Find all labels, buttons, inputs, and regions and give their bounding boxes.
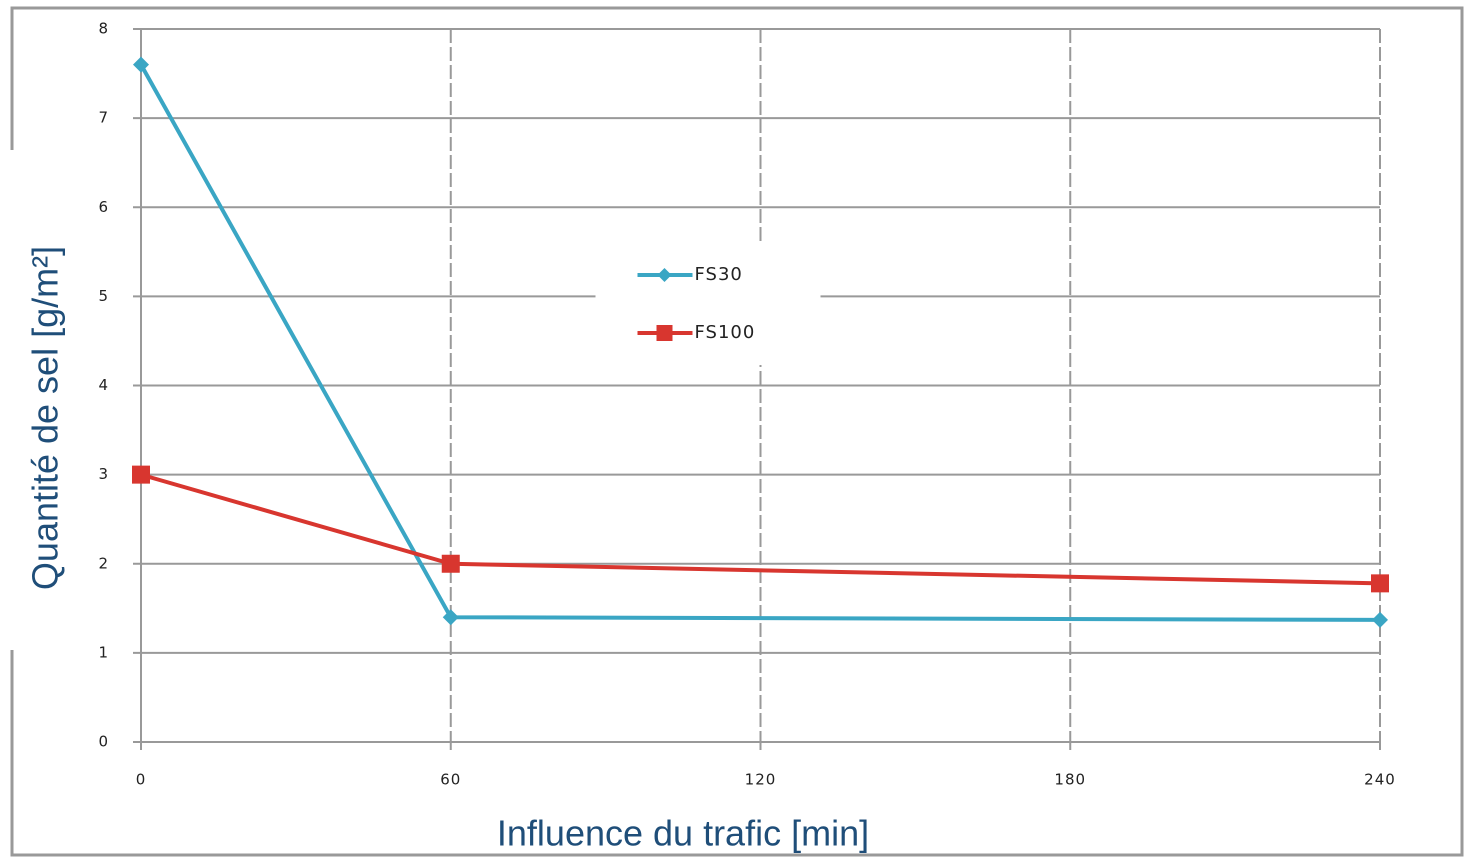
legend-label: FS30	[695, 264, 743, 285]
x-tick-label: 60	[440, 771, 461, 789]
x-tick-label: 120	[745, 771, 777, 789]
y-tick-label: 1	[98, 643, 109, 661]
x-tick-label: 240	[1364, 771, 1396, 789]
y-tick-label: 4	[98, 376, 109, 394]
x-tick-label: 180	[1054, 771, 1086, 789]
marker	[133, 56, 149, 73]
y-tick-label: 5	[98, 287, 109, 305]
legend-marker	[657, 268, 672, 282]
legend-marker	[656, 325, 673, 341]
legend-label: FS100	[695, 322, 756, 343]
legend-box	[595, 245, 821, 365]
marker	[1371, 574, 1389, 593]
label-backing	[486, 812, 880, 843]
marker	[132, 465, 150, 484]
y-tick-label: 3	[98, 465, 109, 483]
marker	[442, 609, 459, 626]
marker	[441, 554, 460, 573]
y-axis-label: Quantité de sel [g/m²]	[25, 246, 66, 590]
y-tick-label: 6	[98, 198, 109, 216]
frame	[10, 6, 1464, 857]
x-axis-label: Influence du trafic [min]	[497, 813, 869, 854]
marker	[1372, 611, 1388, 628]
x-tick-label: 0	[136, 771, 147, 789]
y-tick-label: 7	[98, 109, 109, 127]
y-tick-label: 2	[98, 554, 109, 572]
y-tick-label: 0	[98, 733, 109, 751]
y-tick-label: 8	[98, 20, 109, 38]
label-backing	[8, 150, 18, 650]
